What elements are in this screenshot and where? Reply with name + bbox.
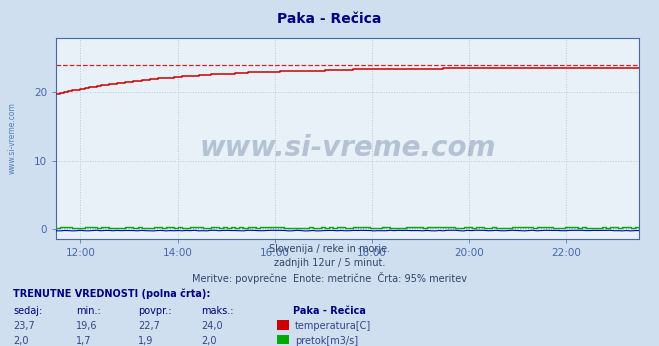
Text: povpr.:: povpr.: [138, 306, 172, 316]
Text: TRENUTNE VREDNOSTI (polna črta):: TRENUTNE VREDNOSTI (polna črta): [13, 289, 211, 299]
Text: 23,7: 23,7 [13, 321, 35, 331]
Text: 1,7: 1,7 [76, 336, 92, 346]
Text: 1,9: 1,9 [138, 336, 154, 346]
Text: Paka - Rečica: Paka - Rečica [293, 306, 366, 316]
Text: Paka - Rečica: Paka - Rečica [277, 12, 382, 26]
Text: 19,6: 19,6 [76, 321, 98, 331]
Text: 2,0: 2,0 [201, 336, 217, 346]
Text: 22,7: 22,7 [138, 321, 160, 331]
Text: pretok[m3/s]: pretok[m3/s] [295, 336, 358, 346]
Text: 2,0: 2,0 [13, 336, 29, 346]
Text: www.si-vreme.com: www.si-vreme.com [200, 135, 496, 162]
Text: zadnjih 12ur / 5 minut.: zadnjih 12ur / 5 minut. [273, 258, 386, 268]
Text: 24,0: 24,0 [201, 321, 223, 331]
Text: maks.:: maks.: [201, 306, 233, 316]
Text: temperatura[C]: temperatura[C] [295, 321, 372, 331]
Text: sedaj:: sedaj: [13, 306, 42, 316]
Text: www.si-vreme.com: www.si-vreme.com [8, 102, 16, 174]
Text: min.:: min.: [76, 306, 101, 316]
Text: Slovenija / reke in morje.: Slovenija / reke in morje. [269, 244, 390, 254]
Text: Meritve: povprečne  Enote: metrične  Črta: 95% meritev: Meritve: povprečne Enote: metrične Črta:… [192, 272, 467, 284]
